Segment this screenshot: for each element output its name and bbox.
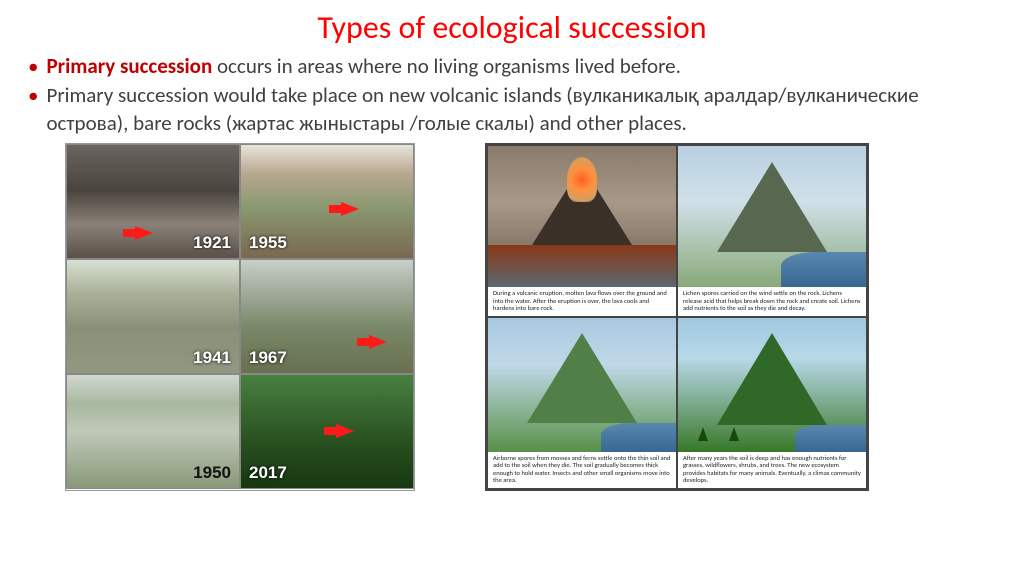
succession-diagram-grid: During a volcanic eruption, molten lava … — [485, 143, 869, 491]
bullet-list: • Primary succession occurs in areas whe… — [20, 53, 1004, 137]
arrow-icon — [341, 202, 359, 216]
diagram-stage-4: After many years the soil is deep and ha… — [677, 317, 867, 489]
arrow-icon — [324, 427, 336, 435]
year-label: 1921 — [193, 233, 231, 253]
photo-1967: 1967 — [240, 259, 414, 374]
diagram-stage-3: Airborne spores from mosses and ferns se… — [487, 317, 677, 489]
bullet-item: • Primary succession occurs in areas whe… — [28, 53, 1004, 80]
year-label: 1950 — [193, 463, 231, 483]
year-label: 1941 — [193, 348, 231, 368]
arrow-icon — [369, 335, 387, 349]
diagram-image-mosses — [488, 318, 676, 452]
content-row: 1921 1955 1941 1967 1950 2017 During a v… — [20, 143, 1004, 491]
diagram-image-eruption — [488, 146, 676, 288]
arrow-icon — [336, 424, 354, 438]
diagram-image-climax — [678, 318, 866, 452]
photo-1921: 1921 — [66, 144, 240, 259]
year-label: 1967 — [249, 348, 287, 368]
year-label: 1955 — [249, 233, 287, 253]
diagram-stage-2: Lichen spores carried on the wind settle… — [677, 145, 867, 317]
diagram-stage-1: During a volcanic eruption, molten lava … — [487, 145, 677, 317]
photo-1941: 1941 — [66, 259, 240, 374]
photo-1955: 1955 — [240, 144, 414, 259]
bullet-text: Primary succession occurs in areas where… — [46, 53, 1004, 80]
slide-title: Types of ecological succession — [20, 8, 1004, 47]
photo-2017: 2017 — [240, 374, 414, 489]
photo-1950: 1950 — [66, 374, 240, 489]
diagram-image-lichens — [678, 146, 866, 288]
photo-timeline-grid: 1921 1955 1941 1967 1950 2017 — [65, 143, 415, 491]
diagram-caption: Airborne spores from mosses and ferns se… — [488, 452, 676, 488]
diagram-caption: Lichen spores carried on the wind settle… — [678, 287, 866, 315]
arrow-icon — [329, 205, 341, 213]
bullet-marker: • — [28, 53, 38, 80]
bullet-marker: • — [28, 82, 38, 137]
arrow-icon — [135, 226, 153, 240]
year-label: 2017 — [249, 463, 287, 483]
arrow-icon — [123, 229, 135, 237]
bullet-text: Primary succession would take place on n… — [46, 82, 1004, 137]
bullet-emphasis: Primary succession — [46, 53, 212, 79]
diagram-caption: After many years the soil is deep and ha… — [678, 452, 866, 488]
arrow-icon — [357, 338, 369, 346]
bullet-item: • Primary succession would take place on… — [28, 82, 1004, 137]
diagram-caption: During a volcanic eruption, molten lava … — [488, 287, 676, 315]
bullet-rest: occurs in areas where no living organism… — [212, 53, 681, 79]
